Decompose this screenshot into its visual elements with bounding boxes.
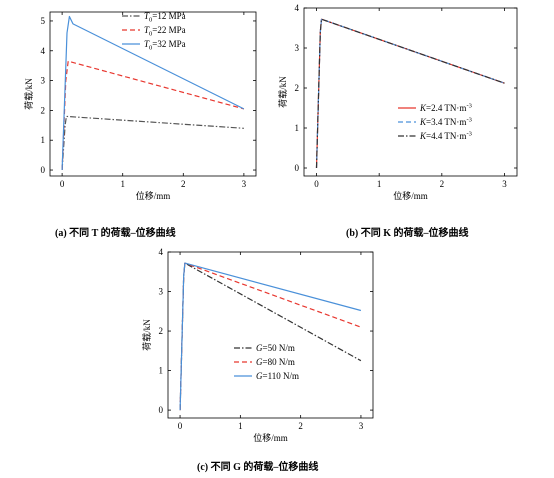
x-tick-label: 1 bbox=[238, 421, 243, 431]
y-tick-label: 1 bbox=[295, 123, 300, 133]
x-tick-label: 1 bbox=[377, 179, 382, 189]
x-tick-label: 0 bbox=[60, 179, 65, 189]
legend-symbol: G bbox=[256, 343, 263, 353]
legend-label-1: T0=22 MPa bbox=[144, 25, 186, 38]
legend-value: =4.4 TN·m bbox=[426, 131, 466, 141]
x-tick-label: 1 bbox=[120, 179, 125, 189]
plot-frame bbox=[167, 251, 374, 419]
x-tick-label: 2 bbox=[440, 179, 445, 189]
x-tick-label: 2 bbox=[181, 179, 186, 189]
legend-symbol: T bbox=[144, 11, 150, 21]
legend-value: =22 MPa bbox=[152, 25, 185, 35]
y-tick-label: 4 bbox=[295, 3, 300, 13]
legend-value: =12 MPa bbox=[152, 11, 185, 21]
legend-superscript: -3 bbox=[466, 103, 471, 110]
series-line-1 bbox=[315, 18, 505, 169]
y-tick-label: 4 bbox=[159, 247, 164, 257]
legend-symbol: G bbox=[256, 357, 263, 367]
x-tick-label: 3 bbox=[359, 421, 364, 431]
y-tick-label: 5 bbox=[41, 16, 46, 26]
legend-value: =110 N/m bbox=[263, 371, 300, 381]
legend-symbol: G bbox=[256, 371, 263, 381]
series-line-2 bbox=[61, 15, 245, 171]
caption-c: (c) 不同 G 的荷载–位移曲线 bbox=[197, 462, 319, 473]
legend-symbol: T bbox=[144, 25, 150, 35]
x-tick-label: 0 bbox=[314, 179, 319, 189]
legend-subscript: 0 bbox=[149, 45, 152, 52]
series-line-2 bbox=[315, 18, 505, 169]
y-tick-label: 0 bbox=[159, 405, 164, 415]
legend-symbol: K bbox=[419, 117, 427, 127]
legend-label-2: K=4.4 TN·m-3 bbox=[419, 131, 472, 142]
x-axis-label: 位移/mm bbox=[253, 432, 288, 443]
y-axis-label: 荷载/kN bbox=[141, 319, 152, 351]
legend-symbol: T bbox=[144, 39, 150, 49]
y-tick-label: 3 bbox=[295, 43, 300, 53]
y-tick-label: 3 bbox=[41, 76, 46, 86]
x-tick-label: 3 bbox=[502, 179, 507, 189]
legend-value: =3.4 TN·m bbox=[426, 117, 466, 127]
legend-label-2: G=110 N/m bbox=[256, 371, 299, 381]
series-line-2 bbox=[179, 262, 362, 411]
x-tick-label: 3 bbox=[242, 179, 247, 189]
y-tick-label: 0 bbox=[41, 165, 46, 175]
legend-superscript: -3 bbox=[466, 117, 471, 124]
legend-value: =2.4 TN·m bbox=[426, 103, 466, 113]
legend-value: =80 N/m bbox=[263, 357, 295, 367]
y-tick-label: 2 bbox=[41, 105, 46, 115]
legend-label-0: K=2.4 TN·m-3 bbox=[419, 103, 472, 114]
x-axis-label: 位移/mm bbox=[393, 190, 428, 200]
legend-value: =32 MPa bbox=[152, 39, 185, 49]
plot-frame bbox=[49, 11, 257, 177]
y-tick-label: 2 bbox=[295, 83, 300, 93]
y-tick-label: 4 bbox=[41, 46, 46, 56]
caption-a: (a) 不同 T 的荷载–位移曲线 bbox=[55, 228, 176, 239]
series-line-0 bbox=[61, 115, 244, 171]
x-axis-label: 位移/mm bbox=[136, 190, 171, 200]
y-axis-label: 荷载/kN bbox=[277, 76, 288, 108]
y-tick-label: 0 bbox=[295, 163, 300, 173]
legend-label-1: G=80 N/m bbox=[256, 357, 295, 367]
x-tick-label: 2 bbox=[298, 421, 303, 431]
x-tick-label: 0 bbox=[178, 421, 183, 431]
legend-label-0: T0=12 MPa bbox=[144, 11, 186, 24]
y-axis-label: 荷载/kN bbox=[23, 78, 34, 110]
legend-label-0: G=50 N/m bbox=[256, 343, 295, 353]
legend-subscript: 0 bbox=[149, 17, 152, 24]
caption-b: (b) 不同 K 的荷载–位移曲线 bbox=[346, 228, 469, 239]
legend-symbol: K bbox=[419, 131, 427, 141]
plot-frame bbox=[303, 7, 518, 177]
y-tick-label: 3 bbox=[159, 287, 164, 297]
legend-label-1: K=3.4 TN·m-3 bbox=[419, 117, 472, 128]
y-tick-label: 1 bbox=[41, 135, 46, 145]
legend-value: =50 N/m bbox=[263, 343, 295, 353]
y-tick-label: 2 bbox=[159, 326, 164, 336]
legend-symbol: K bbox=[419, 103, 427, 113]
legend-subscript: 0 bbox=[149, 31, 152, 38]
legend-superscript: -3 bbox=[466, 131, 471, 138]
y-tick-label: 1 bbox=[159, 366, 164, 376]
legend-label-2: T0=32 MPa bbox=[144, 39, 186, 52]
